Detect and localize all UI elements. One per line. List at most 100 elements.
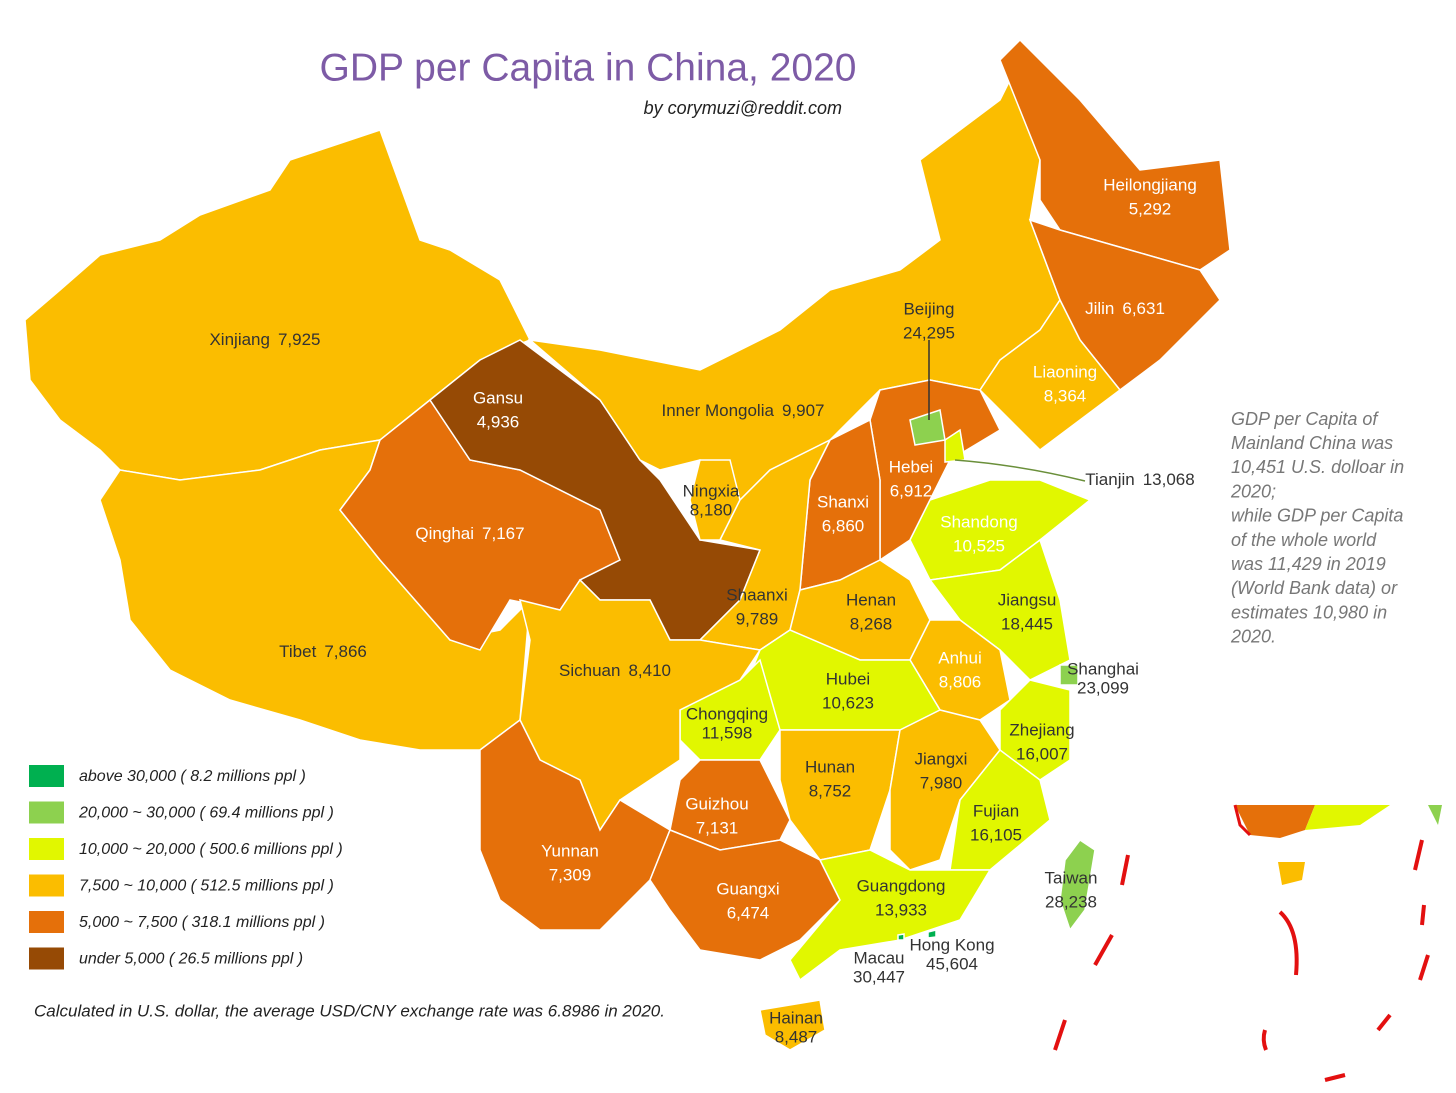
- region: [789, 849, 992, 982]
- region-value: 8,268: [850, 614, 893, 633]
- region-name: Liaoning: [1033, 362, 1097, 381]
- note-line: 10,451 U.S. dolloar in: [1231, 457, 1404, 477]
- legend-swatch: [29, 911, 64, 933]
- region-name: Hong Kong: [909, 935, 994, 954]
- region-value: 8,806: [939, 672, 982, 691]
- region-name: Guangdong: [857, 876, 946, 895]
- region-value: 24,295: [903, 323, 955, 342]
- note: GDP per Capita of Mainland China was 10,45…: [1230, 409, 1404, 647]
- legend-text: 5,000 ~ 7,500 ( 318.1 millions ppl ): [79, 914, 325, 931]
- region: [999, 38, 1231, 271]
- region-name: Gansu: [473, 388, 523, 407]
- legend-text: 7,500 ~ 10,000 ( 512.5 millions ppl ): [79, 878, 334, 895]
- subtitle: by corymuzi@reddit.com: [644, 98, 842, 118]
- region: [679, 658, 781, 761]
- region-value: 4,936: [477, 412, 520, 431]
- leader-line: [954, 459, 1086, 482]
- region-name: Sichuan: [559, 661, 620, 680]
- legend: above 30,000 ( 8.2 millions ppl ) 20,000 …: [29, 765, 343, 970]
- region-name: Inner Mongolia: [661, 401, 774, 420]
- region-value: 7,167: [482, 524, 525, 543]
- region-value: 8,364: [1044, 386, 1087, 405]
- region-name: Hunan: [805, 757, 855, 776]
- region-name: Ningxia: [683, 481, 740, 500]
- region-value: 45,604: [926, 954, 978, 973]
- region-label: Xinjiang 7,925: [209, 330, 320, 349]
- legend-text: 20,000 ~ 30,000 ( 69.4 millions ppl ): [78, 805, 334, 822]
- legend-swatch: [29, 838, 64, 860]
- region-name: Shanghai: [1067, 659, 1139, 678]
- region-value: 7,980: [920, 773, 963, 792]
- region-value: 11,598: [702, 723, 753, 742]
- region-value: 6,860: [822, 516, 865, 535]
- region-value: 7,309: [549, 865, 592, 884]
- region-name: Taiwan: [1045, 868, 1098, 887]
- note-line: of the whole world: [1231, 530, 1377, 550]
- labels: Xinjiang 7,925 Tibet 7,866 Qinghai 7,167 Gansu…: [209, 175, 1196, 1046]
- footnote: Calculated in U.S. dollar, the average U…: [34, 1001, 665, 1020]
- region-name: Tianjin: [1085, 470, 1134, 489]
- legend-text: above 30,000 ( 8.2 millions ppl ): [79, 768, 306, 785]
- region-value: 18,445: [1001, 614, 1053, 633]
- region: [979, 298, 1122, 451]
- region-name: Xinjiang: [209, 330, 270, 349]
- region: [889, 709, 1001, 871]
- region-value: 13,068: [1143, 470, 1195, 489]
- region-value: 7,925: [278, 330, 321, 349]
- region-value: 9,789: [736, 609, 779, 628]
- region-name: Hebei: [889, 457, 933, 476]
- note-line: while GDP per Capita: [1231, 506, 1403, 526]
- region-value: 8,487: [775, 1027, 818, 1046]
- inset: [1233, 804, 1442, 885]
- region-value: 13,933: [875, 900, 927, 919]
- region-name: Shandong: [940, 512, 1018, 531]
- region-name: Zhejiang: [1009, 720, 1074, 739]
- region-name: Heilongjiang: [1103, 175, 1197, 194]
- region-name: Fujian: [973, 801, 1019, 820]
- region-value: 16,105: [970, 825, 1022, 844]
- region-label: Inner Mongolia 9,907: [661, 401, 824, 420]
- region-name: Chongqing: [686, 704, 768, 723]
- region-value: 6,912: [890, 481, 933, 500]
- title: GDP per Capita in China, 2020: [320, 46, 857, 89]
- legend-swatch: [29, 947, 64, 970]
- region-label: Sichuan 8,410: [559, 661, 671, 680]
- region: [1059, 664, 1079, 686]
- region-value: 7,866: [324, 642, 367, 661]
- note-line: GDP per Capita of: [1231, 409, 1379, 429]
- region: [927, 929, 937, 939]
- region-value: 9,907: [782, 401, 825, 420]
- region-name: Macau: [853, 948, 904, 967]
- note-line: estimates 10,980 in: [1231, 602, 1387, 622]
- region-name: Tibet: [279, 642, 316, 661]
- region: [897, 933, 905, 941]
- region-value: 28,238: [1045, 892, 1097, 911]
- region-value: 10,623: [822, 693, 874, 712]
- region-value: 23,099: [1077, 678, 1129, 697]
- note-line: 2020.: [1230, 627, 1276, 647]
- region-label: Qinghai 7,167: [415, 524, 524, 543]
- note-line: 2020;: [1230, 481, 1276, 501]
- region-value: 5,292: [1129, 199, 1172, 218]
- note-line: was 11,429 in 2019: [1231, 554, 1386, 574]
- region: [99, 439, 531, 751]
- legend-swatch: [29, 801, 64, 824]
- region-name: Jiangxi: [915, 749, 968, 768]
- region-value: 10,525: [953, 536, 1005, 555]
- region-value: 6,474: [727, 903, 770, 922]
- region-name: Hainan: [769, 1008, 823, 1027]
- legend-text: under 5,000 ( 26.5 millions ppl ): [79, 951, 303, 968]
- region: [759, 999, 826, 1051]
- region-value: 8,180: [690, 500, 733, 519]
- region-label: Jilin 6,631: [1085, 299, 1165, 318]
- legend-swatch: [29, 874, 64, 897]
- region-value: 6,631: [1122, 299, 1165, 318]
- region-name: Beijing: [903, 299, 954, 318]
- region-value: 30,447: [853, 967, 905, 986]
- note-line: (World Bank data) or: [1231, 578, 1398, 598]
- region: [944, 428, 966, 463]
- region-name: Guangxi: [716, 879, 779, 898]
- dash-line: [1053, 839, 1430, 1082]
- region-label: Tibet 7,866: [279, 642, 367, 661]
